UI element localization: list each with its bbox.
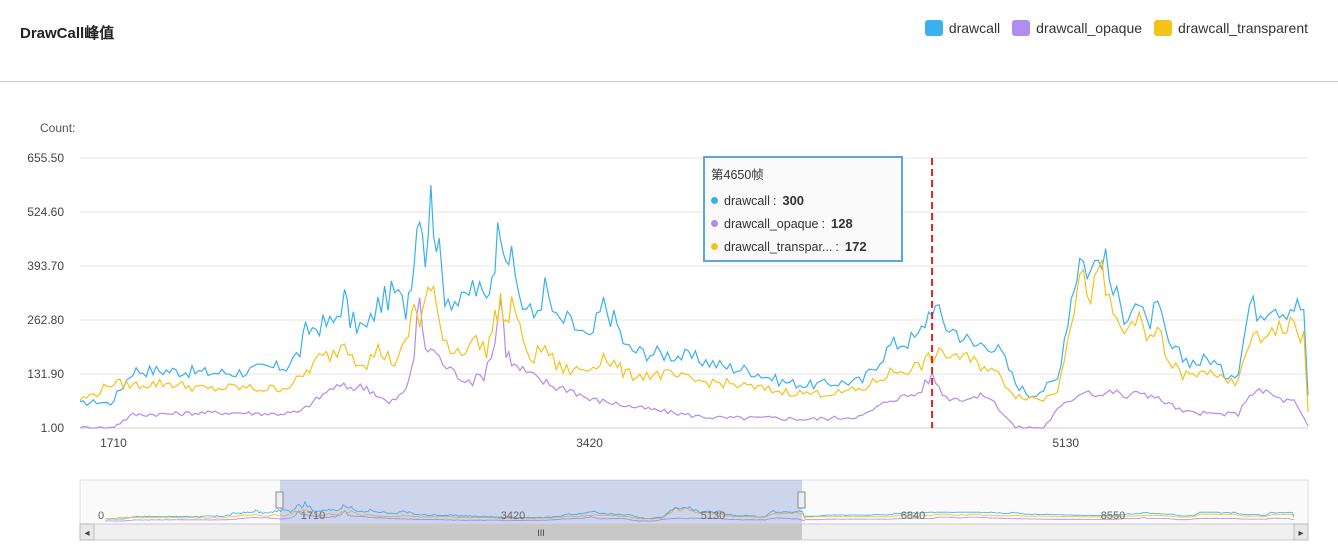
legend-label: drawcall	[948, 20, 1001, 36]
zoom-axis-label: 6840	[901, 510, 925, 522]
legend-swatch	[924, 20, 943, 36]
zoom-axis-label: 8550	[1101, 510, 1125, 522]
y-tick-label: 131.90	[27, 367, 64, 381]
series-dot-icon	[711, 220, 718, 227]
tooltip-value: 128	[831, 216, 853, 231]
series-dot-icon	[711, 197, 718, 204]
y-tick-label: 524.60	[27, 205, 64, 219]
y-axis-label: Count:	[40, 121, 75, 135]
mini-series-drawcall	[104, 500, 806, 520]
legend-item-drawcall[interactable]: drawcall	[924, 20, 1001, 36]
legend-label: drawcall_opaque	[1036, 20, 1143, 36]
tooltip-value: 172	[844, 239, 867, 254]
tooltip-row: drawcall_opaque : 128	[711, 212, 895, 235]
y-tick-label: 655.50	[27, 151, 64, 165]
legend-item-drawcall-transparent[interactable]: drawcall_transparent	[1154, 20, 1308, 36]
tooltip-value: 300	[782, 193, 805, 208]
tooltip-series-name: drawcall_transpar...	[724, 239, 833, 254]
x-tick-label: 3420	[576, 436, 603, 450]
tooltip-colon: :	[835, 239, 839, 254]
zoom-axis-label: 0	[98, 510, 104, 522]
tooltip-row: drawcall_transpar... : 172	[711, 235, 895, 258]
zoom-handle-right[interactable]	[797, 491, 806, 509]
y-tick-label: 262.80	[27, 313, 64, 327]
scroll-right-button[interactable]	[1293, 523, 1309, 541]
mini-series-drawcall_transparent	[104, 507, 806, 520]
y-tick-label: 393.70	[27, 259, 64, 273]
zoom-handle-left[interactable]	[275, 491, 284, 509]
scrollbar-grip: III	[537, 528, 545, 538]
legend-swatch	[1012, 20, 1031, 36]
scrollbar-thumb[interactable]	[280, 524, 802, 540]
mini-series-drawcall_opaque	[104, 509, 806, 522]
scroll-left-arrow-icon: ◂	[84, 528, 89, 539]
series-dot-icon	[711, 243, 718, 250]
zoom-slider[interactable]: 0 1710 3420 5130 6840 8550 III ◂ ▸	[79, 479, 1309, 541]
scroll-left-button[interactable]	[79, 523, 95, 541]
zoom-axis-label: 5130	[701, 510, 725, 522]
series-line-drawcall_opaque	[79, 297, 1309, 429]
mini-series-tail-drawcall_opaque	[804, 516, 1295, 521]
tooltip-title: 第4650帧	[711, 168, 764, 182]
series-line-drawcall	[79, 185, 1309, 407]
legend-swatch	[1154, 20, 1173, 36]
scroll-right-arrow-icon: ▸	[1298, 528, 1303, 539]
page-title: DrawCall峰值	[20, 25, 115, 42]
zoom-axis-label: 1710	[301, 510, 325, 522]
x-tick-label: 5130	[1052, 436, 1079, 450]
tooltip-series-name: drawcall_opaque	[724, 216, 819, 231]
chart-header: DrawCall峰值 drawcall drawcall_opaque draw…	[0, 0, 1338, 82]
legend-item-drawcall-opaque[interactable]: drawcall_opaque	[1012, 20, 1142, 36]
zoom-axis-label: 3420	[501, 510, 525, 522]
tooltip: 第4650帧 drawcall : 300 drawcall_opaque : …	[703, 156, 903, 262]
legend: drawcall drawcall_opaque drawcall_transp…	[924, 20, 1308, 36]
tooltip-colon: :	[772, 193, 777, 208]
tooltip-row: drawcall : 300	[711, 189, 895, 212]
series-line-drawcall_transparent	[79, 259, 1309, 412]
x-tick-label: 1710	[100, 436, 127, 450]
tooltip-series-name: drawcall	[724, 193, 770, 208]
mini-series-tail-drawcall_transparent	[804, 513, 1295, 518]
zoom-selection-window[interactable]	[280, 480, 802, 524]
mini-series-tail-drawcall	[805, 511, 1295, 517]
y-tick-label: 1.00	[41, 421, 65, 435]
legend-label: drawcall_transparent	[1178, 20, 1308, 36]
tooltip-colon: :	[821, 216, 825, 231]
